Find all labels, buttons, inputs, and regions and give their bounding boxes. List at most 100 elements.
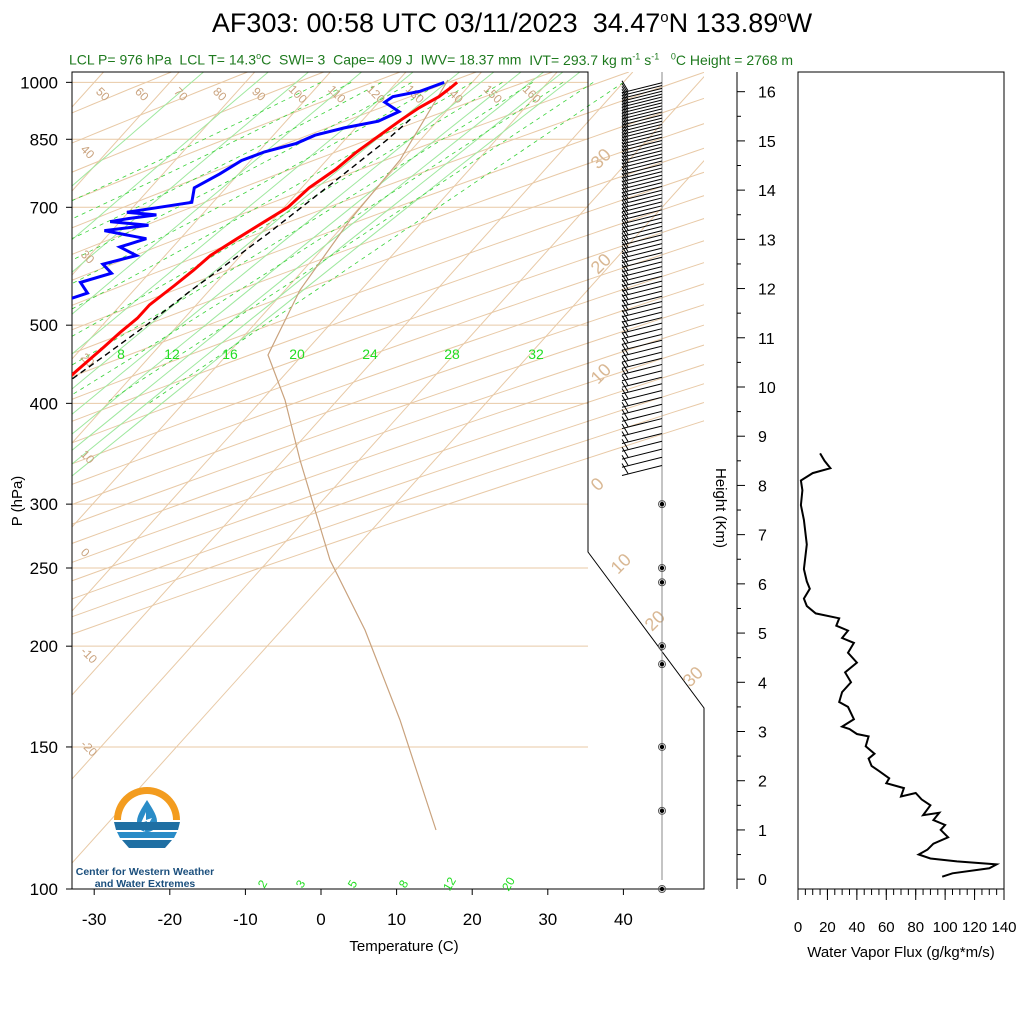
wind-barb <box>621 185 663 197</box>
skewt-frame <box>71 71 705 890</box>
wind-barb <box>621 133 663 145</box>
moist-adiabat <box>72 82 533 366</box>
wind-barb <box>621 410 663 422</box>
wind-barb <box>621 333 663 345</box>
wind-barb <box>621 140 663 152</box>
lightning-icon <box>141 812 152 832</box>
mixing-ratio-line <box>72 72 544 451</box>
chart-title: AF303: 00:58 UTC 03/11/2023 34.47oN 133.… <box>0 8 1024 39</box>
ivt-value: IVT= 293.7 kg m-1 s-1 <box>529 51 660 68</box>
pressure-tick-label: 200 <box>30 637 58 656</box>
wind-barb-flag <box>621 431 629 442</box>
wind-barb <box>621 425 663 437</box>
wind-barb <box>621 205 663 217</box>
wind-barb-flag <box>621 463 629 474</box>
wind-barb <box>621 440 663 452</box>
wind-barb <box>621 383 663 395</box>
moist-adiabat <box>72 82 503 337</box>
mixing-ratio-line <box>72 72 204 187</box>
height-tick-label: 7 <box>758 528 767 545</box>
mixing-ratio-label: 24 <box>362 346 378 362</box>
dry-adiabat <box>72 420 704 635</box>
flux-tick-label: 60 <box>878 919 895 936</box>
mixing-ratio-line <box>72 72 564 465</box>
wind-barb <box>621 111 663 123</box>
wind-barb <box>621 280 663 292</box>
wind-barb <box>621 105 663 117</box>
series-water-vapor-flux <box>799 452 1001 878</box>
ivt-exp2: -1 <box>651 51 660 61</box>
wind-barb <box>621 93 663 105</box>
wind-barb-flag <box>621 173 629 184</box>
wind-barb <box>621 171 663 183</box>
isotherm <box>72 72 331 360</box>
lcl-temperature: LCL T= 14.3 <box>179 51 257 68</box>
title-flight: AF303: <box>211 8 299 38</box>
wind-barb <box>621 261 663 273</box>
logo-wave-1 <box>114 822 180 830</box>
isotherm <box>72 72 482 528</box>
isotherm-label-left: 10 <box>78 447 98 467</box>
height-tick-label: 2 <box>758 774 767 791</box>
wind-barb <box>621 234 663 246</box>
moist-adiabat <box>105 82 594 404</box>
barb-dot <box>659 744 665 750</box>
mixing-ratio-bottom-label: 8 <box>396 877 412 890</box>
flux-tick-label: 20 <box>819 919 836 936</box>
mixing-ratio-line <box>72 72 581 477</box>
dry-adiabat <box>72 123 704 355</box>
logo-wave-2 <box>117 832 177 838</box>
ivt-text: IVT= 293.7 kg m <box>529 51 633 68</box>
zero-height: 0C Height = 2768 m <box>670 51 794 68</box>
wind-barb <box>621 156 663 168</box>
temperature-tick-label: -10 <box>233 910 258 929</box>
wind-barb <box>621 82 663 94</box>
wind-barb <box>621 174 663 186</box>
wind-barb <box>621 217 663 229</box>
height-tick-label: 6 <box>758 577 767 594</box>
wind-barb <box>621 221 663 233</box>
wind-barb <box>621 120 663 132</box>
height-tick-label: 12 <box>758 282 776 299</box>
wind-barb <box>621 127 663 139</box>
cw3e-logo <box>114 787 180 848</box>
wind-barb <box>621 102 663 114</box>
wind-barb-flag <box>621 250 629 261</box>
isotherm-label-right: 20 <box>641 607 669 635</box>
mixing-ratio-bottom-label: 3 <box>293 877 309 890</box>
wind-barb <box>621 99 663 111</box>
mixing-ratio-line <box>72 72 362 315</box>
flux-frame <box>797 71 1005 890</box>
wind-barb-flag <box>621 423 629 435</box>
isotherm <box>72 72 558 612</box>
wind-barb-flag <box>621 401 629 413</box>
pressure-tick-label: 1000 <box>20 73 58 92</box>
zero-height-text: C Height = 2768 m <box>675 51 794 68</box>
height-tick-label: 4 <box>758 675 767 692</box>
flux-tick-label: 40 <box>849 919 866 936</box>
series-dew-point <box>72 80 445 300</box>
wind-barb <box>621 230 663 242</box>
isotherm-label-right: 20 <box>587 250 615 278</box>
wind-barb-flag <box>621 259 629 271</box>
barb-ring <box>658 564 666 573</box>
flux-tick-label: 0 <box>794 919 802 936</box>
height-tick-label: 14 <box>758 183 776 200</box>
dry-adiabat <box>72 401 704 618</box>
height-tick-label: 3 <box>758 725 767 742</box>
wind-barb <box>621 433 663 445</box>
wind-barb <box>621 189 663 201</box>
dry-adiabat <box>72 97 704 331</box>
temperature-tick-label: -30 <box>82 910 107 929</box>
moist-adiabat <box>72 82 412 261</box>
flux-tick-label: 100 <box>933 919 958 936</box>
wind-barb <box>621 225 663 237</box>
wind-barb <box>621 300 663 312</box>
wind-barb <box>621 328 663 340</box>
wind-barb <box>621 351 663 363</box>
isotherm-label-left: -20 <box>78 737 100 759</box>
wind-barb <box>621 117 663 129</box>
height-tick-label: 9 <box>758 429 767 446</box>
barb-dot <box>659 643 665 649</box>
isotherm <box>72 72 180 192</box>
